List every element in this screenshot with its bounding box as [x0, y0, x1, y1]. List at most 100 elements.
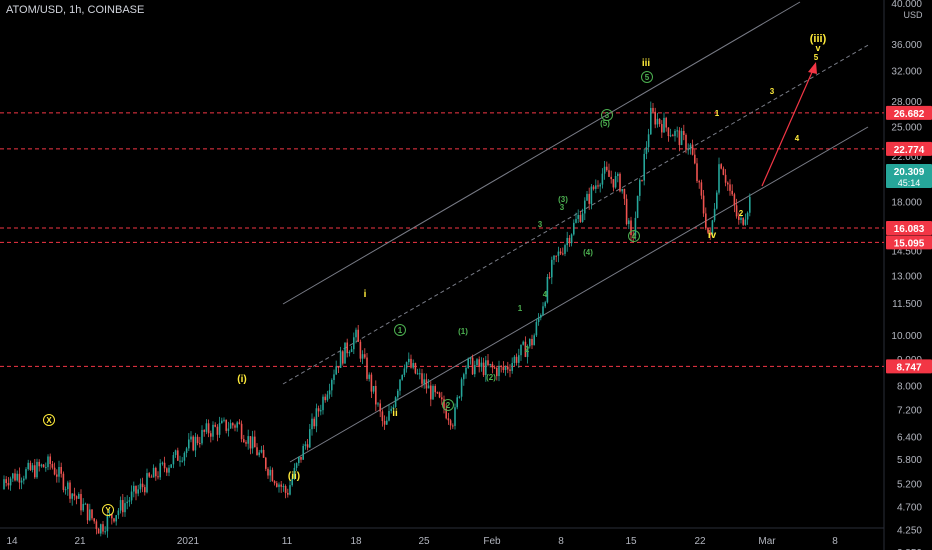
- price-axis[interactable]: [884, 0, 932, 550]
- candle-body: [212, 424, 214, 437]
- candle-body: [412, 363, 414, 368]
- candle-body: [447, 418, 450, 421]
- candle-body: [628, 220, 630, 225]
- candle-body: [47, 456, 49, 468]
- wave-label-yellow: (ii): [288, 471, 300, 482]
- time-tick-label: 11: [282, 536, 293, 547]
- candle-body: [379, 403, 381, 412]
- candle-body: [388, 410, 390, 421]
- candle-body: [177, 450, 179, 461]
- wave-label-circled: Y: [105, 506, 111, 515]
- candle-body: [394, 397, 397, 407]
- candle-body: [205, 423, 208, 432]
- candle-body: [331, 379, 333, 391]
- wave-label-circle: [102, 504, 114, 516]
- candle-body: [716, 192, 718, 209]
- candle-body: [67, 482, 69, 490]
- wave-label-green: 4: [543, 290, 548, 299]
- time-tick-label: 25: [418, 536, 430, 547]
- candle-body: [674, 130, 676, 137]
- wave-label-yellow: ii: [392, 408, 398, 419]
- candle-body: [718, 164, 720, 193]
- candle-body: [485, 360, 487, 376]
- candle-body: [559, 251, 562, 254]
- price-tick-label: 28.000: [891, 97, 922, 108]
- wave-label-yellow: iv: [708, 230, 717, 241]
- candle-body: [480, 362, 483, 367]
- candle-body: [434, 386, 436, 393]
- candle-body: [533, 335, 535, 346]
- candle-body: [152, 467, 155, 478]
- candle-body: [322, 396, 324, 411]
- candle-body: [227, 428, 230, 431]
- candle-body: [540, 315, 542, 318]
- candle-body: [724, 174, 727, 183]
- candle-body: [69, 482, 71, 499]
- candle-body: [361, 354, 364, 359]
- candle-body: [742, 217, 744, 225]
- candle-body: [232, 423, 234, 426]
- candle-body: [265, 457, 267, 469]
- candle-body: [291, 478, 293, 486]
- candle-body: [390, 408, 392, 411]
- candle-countdown-label: 45:14: [898, 178, 921, 188]
- candle-body: [465, 367, 467, 375]
- candle-body: [240, 423, 243, 440]
- candle-body: [282, 486, 285, 488]
- candle-body: [163, 462, 166, 469]
- candle-body: [58, 466, 60, 477]
- candle-body: [300, 456, 302, 460]
- candle-body: [359, 341, 362, 359]
- candle-body: [709, 232, 711, 236]
- candle-body: [267, 468, 269, 476]
- price-level-badge: [886, 220, 932, 235]
- candle-body: [234, 425, 236, 428]
- candle-body: [25, 469, 27, 479]
- price-tick-label: 22.000: [891, 152, 922, 163]
- candle-body: [562, 253, 564, 255]
- candle-body: [678, 130, 681, 146]
- candle-body: [496, 367, 498, 377]
- candle-body: [419, 373, 421, 375]
- candle-body: [375, 385, 377, 405]
- candle-body: [258, 452, 260, 456]
- candle-body: [207, 423, 210, 434]
- candle-body: [27, 462, 29, 470]
- candle-body: [680, 130, 683, 146]
- candle-body: [458, 396, 461, 398]
- candle-body: [515, 356, 518, 363]
- candle-body: [487, 360, 489, 366]
- candle-body: [507, 366, 509, 370]
- candle-body: [705, 213, 707, 229]
- candle-body: [493, 367, 496, 369]
- candle-body: [564, 245, 566, 254]
- wave-label-green: 5: [562, 209, 563, 211]
- price-level-label: 16.083: [894, 224, 925, 235]
- candle-body: [463, 374, 465, 380]
- candle-body: [744, 219, 747, 225]
- price-tick-label: 18.000: [891, 197, 922, 208]
- candle-body: [586, 193, 588, 201]
- price-tick-label: 32.000: [891, 67, 922, 78]
- candle-body: [223, 419, 225, 421]
- wave-label-yellow: 2: [739, 209, 744, 218]
- candle-body: [698, 181, 700, 183]
- channel-mid-line[interactable]: [282, 43, 871, 385]
- candle-body: [601, 173, 604, 185]
- candle-body: [3, 479, 5, 490]
- projection-arrow-line[interactable]: [761, 69, 814, 187]
- candle-body: [203, 430, 205, 432]
- candle-body: [577, 215, 579, 219]
- candle-body: [9, 478, 12, 486]
- candle-body: [192, 436, 194, 451]
- candle-body: [570, 234, 573, 244]
- candle-body: [339, 351, 342, 368]
- candle-body: [669, 135, 672, 137]
- time-tick-label: 14: [6, 536, 18, 547]
- channel-upper-line[interactable]: [282, 1, 801, 305]
- channel-lower-line[interactable]: [289, 126, 869, 463]
- candle-body: [707, 228, 709, 233]
- candle-body: [12, 473, 14, 479]
- candle-body: [146, 473, 148, 493]
